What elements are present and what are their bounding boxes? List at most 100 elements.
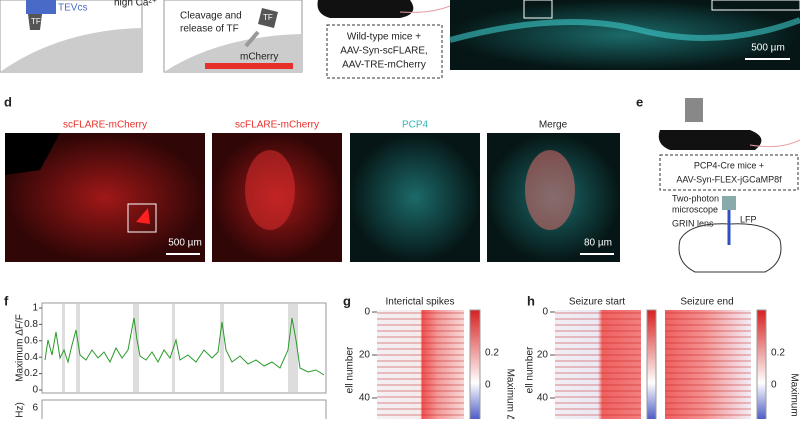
tick-label: 0.8 <box>24 319 38 330</box>
label: Two-photon <box>672 193 719 203</box>
label: TF <box>31 17 41 26</box>
heatmap-texture <box>555 310 641 422</box>
image-label: scFLARE-mCherry <box>63 120 147 131</box>
colorbar <box>756 309 767 423</box>
label: TF <box>263 13 273 22</box>
heatmap-texture <box>665 310 751 422</box>
scale-label: 500 µm <box>168 238 202 249</box>
tick-label: 20 <box>537 350 549 361</box>
top-schematic: TF TEVcs high Ca²⁺ Cleavage and release … <box>0 0 800 79</box>
tick-label: 0.6 <box>24 335 38 346</box>
tick-label: 0.4 <box>24 352 38 363</box>
inset <box>711 0 800 11</box>
label: AAV-TRE-mCherry <box>342 60 426 71</box>
colorbar-tick: 0 <box>485 380 491 391</box>
label: AAV-Syn-FLEX-jGCaMP8f <box>676 174 782 184</box>
tick-label: 20 <box>359 350 371 361</box>
tick-label: 1 <box>32 303 38 314</box>
membrane <box>0 28 142 72</box>
label: AAV-Syn-scFLARE, <box>340 46 428 57</box>
tick-label: 40 <box>359 393 371 404</box>
mouse <box>317 0 414 18</box>
axis-label: ell number <box>345 346 356 393</box>
label: Wild-type mice + <box>347 32 421 43</box>
panel-g: g Interictal spikes ell number 0 20 40 0.2… <box>343 293 515 423</box>
colorbar-label: Maximum <box>788 373 799 416</box>
scale-label: 500 µm <box>751 43 785 54</box>
label: microscope <box>672 204 718 214</box>
objective <box>722 196 736 210</box>
image-label: scFLARE-mCherry <box>235 120 319 131</box>
dashed-box <box>326 24 443 79</box>
heatmap-texture <box>377 310 464 422</box>
microscope <box>685 98 703 122</box>
panel-letter: g <box>343 293 351 308</box>
label: high Ca²⁺ <box>114 0 157 9</box>
panel-e: e PCP4-Cre mice + AAV-Syn-FLEX-jGCaMP8f … <box>636 94 800 273</box>
tick-label: 40 <box>537 393 549 404</box>
panel-d: d scFLARE-mCherry 500 µm scFLARE-mCherry… <box>4 94 620 262</box>
gene-bar <box>205 63 293 69</box>
tick-group: 0 20 40 <box>537 307 555 404</box>
tissue <box>449 17 800 43</box>
panel-letter: d <box>4 94 12 109</box>
protein <box>26 0 56 14</box>
colorbar-label: Maximum Δ <box>504 369 515 419</box>
image-label: Merge <box>539 120 568 131</box>
tail <box>749 139 800 148</box>
membrane <box>164 34 302 72</box>
signal <box>525 150 575 230</box>
panel-title: Seizure end <box>680 297 733 308</box>
colorbar-tick: 0 <box>771 380 777 391</box>
panel-f: f Maximum ΔF/F 0 0.2 0.4 0.6 0.8 1 Hz) 6 <box>4 293 327 423</box>
micrograph <box>350 133 480 262</box>
colorbar-tick: 0.2 <box>485 348 499 359</box>
label: PCP4-Cre mice + <box>694 160 764 170</box>
signal <box>245 150 295 230</box>
seizure-bands <box>62 304 298 392</box>
panel-letter: f <box>4 293 9 308</box>
trace <box>44 317 325 376</box>
tick-label: 0 <box>32 385 38 396</box>
mouse <box>658 130 762 150</box>
tf-shape <box>258 8 278 28</box>
background <box>5 133 60 175</box>
axis-label: Hz) <box>15 402 26 418</box>
label: release of TF <box>180 24 239 35</box>
tf-shape <box>28 14 42 30</box>
scale-label: 80 µm <box>584 238 612 249</box>
panel-h: h Seizure start Seizure end ell number 0… <box>525 293 799 423</box>
panel-letter: h <box>527 293 535 308</box>
tick-label: 0 <box>364 307 370 318</box>
tick-group: 0 0.2 0.4 0.6 0.8 1 <box>24 303 42 396</box>
roi <box>523 0 553 19</box>
tick-label: 0 <box>542 307 548 318</box>
label: Cleavage and <box>180 11 242 22</box>
axis-label: ell number <box>525 346 536 393</box>
label: GRIN lens <box>672 218 714 228</box>
image-label: PCP4 <box>402 120 429 131</box>
panel-letter: e <box>636 94 643 109</box>
tick-label: 0.2 <box>24 368 38 379</box>
panel-title: Seizure start <box>569 297 625 308</box>
signal <box>136 208 150 224</box>
brain-outline <box>678 223 782 273</box>
tick-group: 0 20 40 <box>359 307 377 404</box>
panel-title: Interictal spikes <box>386 297 455 308</box>
dashed-box <box>659 154 799 191</box>
tick-label: 6 <box>32 403 38 414</box>
roi <box>127 203 157 233</box>
arrow <box>244 30 260 48</box>
tail <box>399 5 451 13</box>
label: mCherry <box>240 52 278 63</box>
label: LFP <box>740 214 757 224</box>
label: TEVcs <box>58 3 87 14</box>
colorbar <box>646 309 657 423</box>
colorbar-tick: 0.2 <box>771 348 785 359</box>
axis-label: Maximum ΔF/F <box>15 314 26 382</box>
plot-frame <box>41 302 327 394</box>
plot-frame <box>41 399 327 423</box>
colorbar <box>469 309 481 423</box>
